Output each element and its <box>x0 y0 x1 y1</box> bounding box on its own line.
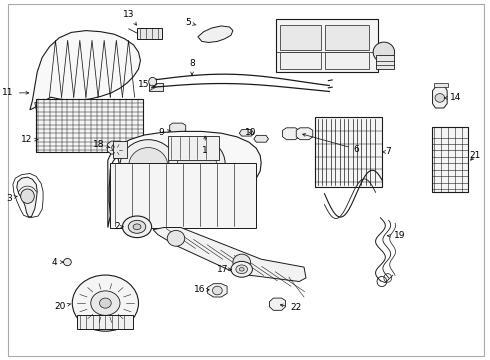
Polygon shape <box>153 228 306 282</box>
Bar <box>434 83 448 87</box>
Bar <box>149 83 163 91</box>
Text: 16: 16 <box>194 285 209 294</box>
Ellipse shape <box>435 94 445 102</box>
Polygon shape <box>433 86 447 108</box>
Ellipse shape <box>148 77 156 86</box>
Bar <box>376 55 394 69</box>
Text: 21: 21 <box>469 151 481 160</box>
Bar <box>432 127 468 192</box>
Ellipse shape <box>233 254 250 270</box>
Text: 6: 6 <box>303 134 360 154</box>
Ellipse shape <box>128 220 146 233</box>
Polygon shape <box>17 177 37 217</box>
Text: 5: 5 <box>185 18 196 27</box>
Text: 7: 7 <box>382 148 391 157</box>
Ellipse shape <box>21 189 34 203</box>
Bar <box>280 25 321 50</box>
Ellipse shape <box>167 230 185 246</box>
Polygon shape <box>170 123 186 134</box>
Bar <box>280 52 321 69</box>
Polygon shape <box>208 284 227 297</box>
Bar <box>77 315 133 329</box>
Ellipse shape <box>373 42 394 62</box>
Text: 4: 4 <box>51 258 63 266</box>
Text: 10: 10 <box>245 128 256 137</box>
Ellipse shape <box>64 258 72 266</box>
Ellipse shape <box>236 265 247 274</box>
Text: 9: 9 <box>158 128 170 137</box>
Ellipse shape <box>129 148 168 184</box>
Ellipse shape <box>177 146 217 182</box>
Bar <box>168 136 219 160</box>
Bar <box>325 25 369 50</box>
Text: 20: 20 <box>54 302 71 311</box>
Ellipse shape <box>112 144 120 151</box>
Polygon shape <box>283 128 299 140</box>
Text: 11: 11 <box>2 89 29 98</box>
Polygon shape <box>35 101 137 110</box>
Text: 12: 12 <box>21 135 38 144</box>
Polygon shape <box>239 130 254 136</box>
Polygon shape <box>198 26 233 42</box>
Polygon shape <box>296 128 313 140</box>
Bar <box>276 19 378 72</box>
Text: 22: 22 <box>280 303 302 312</box>
Text: 19: 19 <box>388 231 405 240</box>
Text: 15: 15 <box>138 80 155 89</box>
Ellipse shape <box>213 286 222 295</box>
Polygon shape <box>30 31 141 110</box>
Bar <box>137 28 162 39</box>
Ellipse shape <box>73 275 139 331</box>
Ellipse shape <box>99 298 111 308</box>
Polygon shape <box>108 131 261 228</box>
Text: 14: 14 <box>444 94 462 103</box>
Bar <box>315 117 382 187</box>
Ellipse shape <box>231 261 252 277</box>
Ellipse shape <box>133 224 141 230</box>
Text: 2: 2 <box>114 222 123 231</box>
Text: 1: 1 <box>202 136 208 155</box>
Bar <box>110 163 256 228</box>
Polygon shape <box>270 298 286 310</box>
Ellipse shape <box>122 216 151 238</box>
Text: 8: 8 <box>189 59 195 75</box>
Polygon shape <box>107 141 124 154</box>
Polygon shape <box>254 135 269 142</box>
Ellipse shape <box>120 140 176 192</box>
Text: 13: 13 <box>123 10 136 25</box>
Text: 18: 18 <box>93 140 110 149</box>
Ellipse shape <box>169 138 225 190</box>
Ellipse shape <box>239 267 244 271</box>
Bar <box>113 141 127 158</box>
Text: 17: 17 <box>217 265 231 274</box>
Text: 3: 3 <box>6 194 18 202</box>
Ellipse shape <box>91 291 120 315</box>
Bar <box>36 99 144 152</box>
Bar <box>325 52 369 69</box>
